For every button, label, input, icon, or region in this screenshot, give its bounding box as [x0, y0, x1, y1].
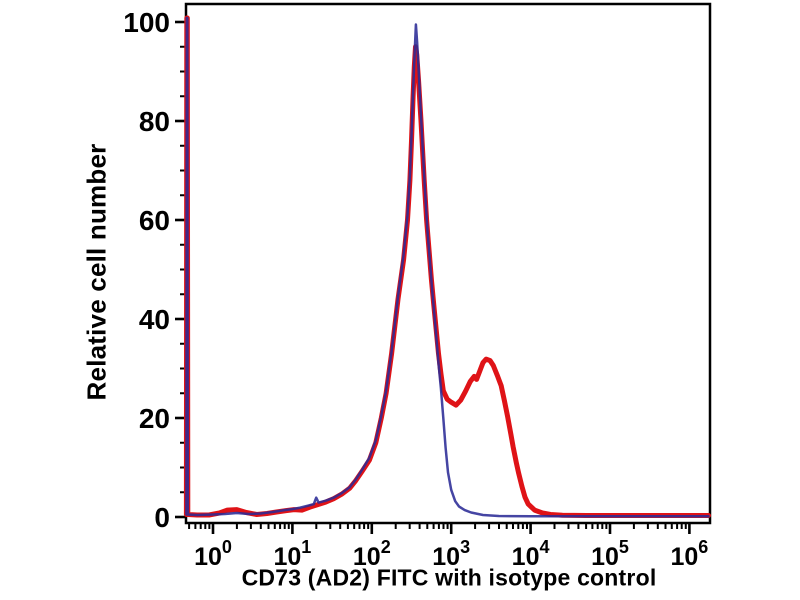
- x-tick-label: 101: [273, 537, 311, 571]
- x-tick-label: 103: [432, 537, 470, 571]
- red-cd73-curve: [183, 15, 711, 518]
- x-tick-label: 104: [512, 537, 550, 571]
- x-tick-label: 106: [670, 537, 708, 571]
- y-tick-label: 60: [139, 205, 170, 236]
- blue-isotype-curve: [185, 16, 710, 518]
- plot-frame: [184, 2, 712, 525]
- y-tick-label: 100: [123, 7, 170, 38]
- x-tick-label: 105: [591, 537, 629, 571]
- histogram-curves: [183, 15, 711, 518]
- y-axis-title: Relative cell number: [81, 143, 112, 401]
- axis-tick-labels: 100 101 102 103 104 105 106 0 20 40 60 80 100: [123, 7, 708, 571]
- x-tick-label: 100: [194, 537, 232, 571]
- y-tick-label: 40: [139, 304, 170, 335]
- x-tick-label: 102: [353, 537, 391, 571]
- y-tick-label: 0: [154, 502, 170, 533]
- y-tick-label: 20: [139, 403, 170, 434]
- y-tick-label: 80: [139, 106, 170, 137]
- x-axis-title: CD73 (AD2) FITC with isotype control: [241, 564, 657, 591]
